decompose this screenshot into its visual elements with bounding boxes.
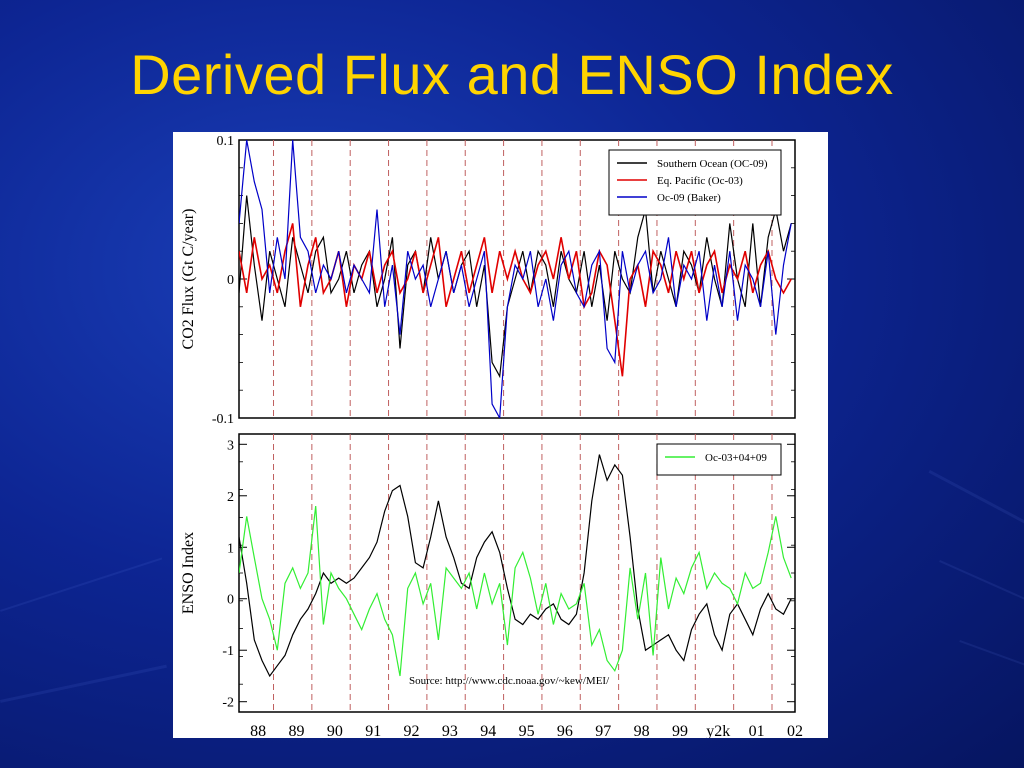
series-line-oc-03-04-09 <box>239 506 792 677</box>
x-tick-label: 89 <box>289 723 305 738</box>
y-tick-label: -2 <box>222 696 234 711</box>
x-tick-label: 01 <box>749 723 765 738</box>
series-group <box>239 454 792 678</box>
series-line-oc-09-baker <box>239 140 792 418</box>
x-tick-label: 91 <box>365 723 381 738</box>
legend-label: Oc-03+04+09 <box>705 452 767 464</box>
legend-box <box>608 149 782 216</box>
legend-label: Eq. Pacific (Oc-03) <box>657 175 743 187</box>
legend-box <box>656 443 782 476</box>
y-tick-label: 0 <box>227 273 234 288</box>
source-annotation: Source: http://www.cdc.noaa.gov/~kew/MEI… <box>409 675 610 687</box>
y-tick-label: 1 <box>227 541 234 556</box>
y-axis-label: ENSO Index <box>180 532 197 614</box>
y-tick-label: -0.1 <box>212 412 234 427</box>
series-line-enso-index <box>239 454 792 678</box>
x-tick-label: 90 <box>327 723 343 738</box>
chart-figure: 0.1 0 -0.1 CO2 Flux (Gt C/year) Southern Oce… <box>173 132 828 738</box>
y-axis-label: CO2 Flux (Gt C/year) <box>180 209 197 350</box>
y-tick-label: -1 <box>222 644 234 659</box>
chart-svg: 0.1 0 -0.1 CO2 Flux (Gt C/year) Southern Oce… <box>180 134 803 738</box>
series-group <box>239 140 792 418</box>
x-tick-label: 96 <box>557 723 573 738</box>
legend-label: Oc-09 (Baker) <box>657 192 721 204</box>
y-tick-label: 0.1 <box>217 134 235 149</box>
panel-enso-index <box>238 433 796 713</box>
slide-title: Derived Flux and ENSO Index <box>130 43 894 106</box>
x-tick-label: y2k <box>706 723 730 738</box>
y-tick-label: 3 <box>227 438 234 453</box>
x-tick-label: 02 <box>787 723 803 738</box>
x-tick-label: 98 <box>634 723 650 738</box>
y-tick-label: 2 <box>227 490 234 505</box>
x-tick-label: 88 <box>250 723 266 738</box>
x-tick-label: 92 <box>404 723 420 738</box>
x-tick-label: 97 <box>595 723 611 738</box>
plot-frame <box>238 433 796 713</box>
panel-co2-flux <box>238 139 796 419</box>
legend-label: Southern Ocean (OC-09) <box>657 158 768 170</box>
x-tick-label: 94 <box>480 723 496 738</box>
x-tick-label: 93 <box>442 723 458 738</box>
x-tick-label: 99 <box>672 723 688 738</box>
y-tick-label: 0 <box>227 593 234 608</box>
x-tick-label: 95 <box>519 723 535 738</box>
